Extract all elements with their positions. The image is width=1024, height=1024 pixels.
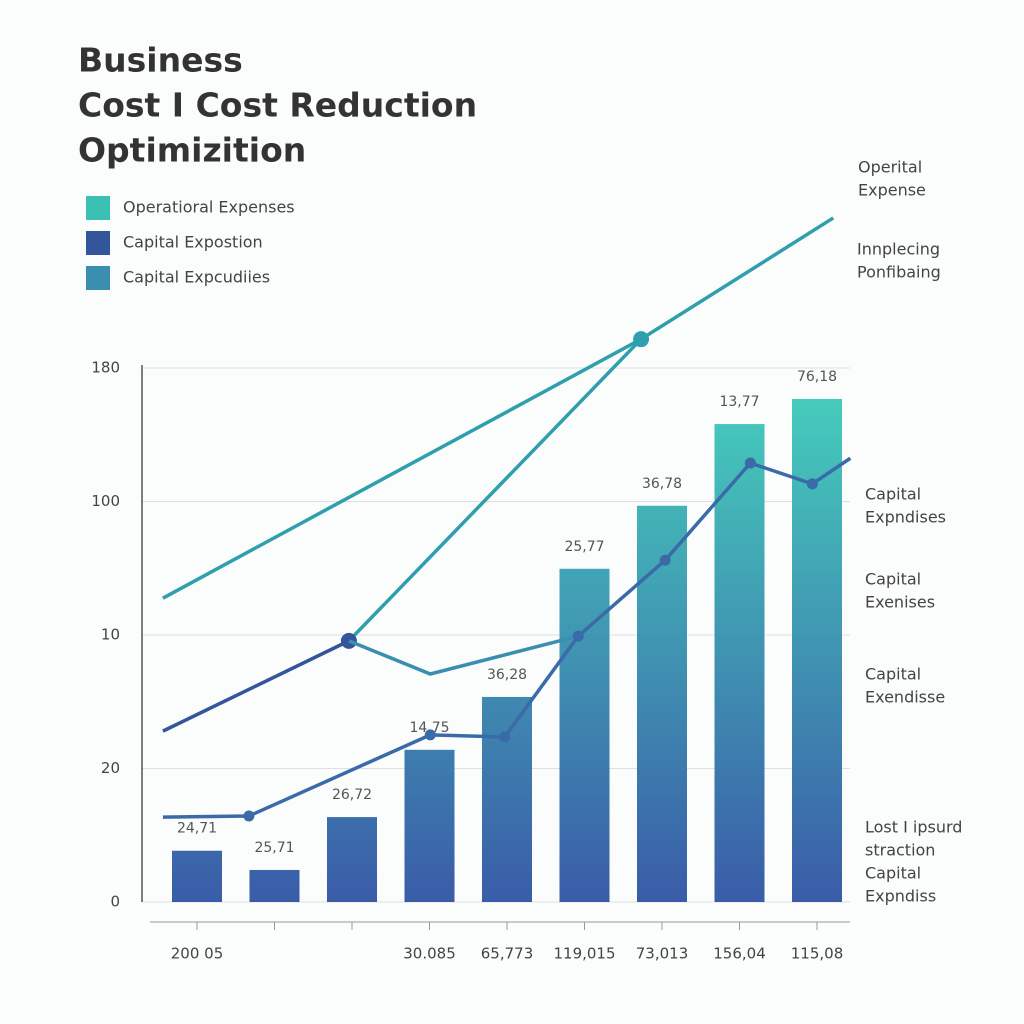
y-tick-label: 180: [91, 359, 120, 377]
legend-label: Capital Expcudiies: [123, 268, 270, 287]
bar-annotation: 26,72: [332, 787, 372, 803]
side-annotation: Operital: [858, 158, 922, 177]
side-annotation: Expndiss: [865, 887, 936, 906]
side-annotation: Capital: [865, 570, 921, 589]
side-annotation: Exenises: [865, 593, 935, 612]
line-series: [162, 639, 350, 733]
bar: [172, 850, 222, 902]
legend-swatch: [86, 231, 110, 255]
bar-annotation: 24,71: [177, 821, 217, 837]
y-tick-label: 0: [110, 893, 120, 911]
legend-label: Capital Expostion: [123, 233, 263, 252]
line-marker: [806, 478, 818, 490]
side-annotation: Capital: [865, 665, 921, 684]
chart-title: Optimizition: [78, 131, 306, 170]
side-annotation: Exendisse: [865, 688, 945, 707]
bar: [482, 696, 532, 902]
bar-annotation: 36,28: [487, 667, 527, 683]
side-annotation: Innplecing: [857, 240, 940, 259]
y-tick-label: 20: [101, 759, 120, 777]
legend-label: Operatioral Expenses: [123, 198, 295, 217]
x-tick-label: 65,773: [481, 945, 534, 963]
legend-swatch: [86, 196, 110, 220]
bar: [404, 749, 455, 902]
side-annotation: Expense: [858, 181, 926, 200]
bar-annotation: 76,18: [797, 369, 837, 385]
bar-annotation: 13,77: [719, 394, 759, 410]
x-tick-label: 200 05: [171, 945, 224, 963]
bar-annotation: 25,77: [564, 539, 604, 555]
line-marker: [243, 810, 255, 822]
line-marker: [744, 457, 756, 469]
x-tick-label: 115,08: [791, 945, 844, 963]
bar-annotation: 36,78: [642, 476, 682, 492]
side-annotation: Ponfibaing: [857, 263, 941, 282]
legend-swatch: [86, 266, 110, 290]
bar: [327, 817, 377, 902]
x-tick-label: 30.085: [403, 945, 456, 963]
side-annotation: Capital: [865, 864, 921, 883]
y-tick-label: 100: [91, 492, 120, 510]
chart-title: Cost I Cost Reduction: [78, 86, 477, 125]
y-tick-label: 10: [101, 626, 120, 644]
x-tick-label: 73,013: [636, 945, 689, 963]
side-annotation: Capital: [865, 485, 921, 504]
bar-annotation: 25,71: [254, 840, 294, 856]
side-annotation: straction: [865, 841, 935, 860]
side-annotation: Expndises: [865, 508, 946, 527]
side-annotation: Lost I ipsurd: [865, 818, 962, 837]
line-marker: [659, 554, 671, 566]
chart-title: Business: [78, 41, 243, 80]
line-marker: [424, 729, 436, 741]
x-tick-label: 119,015: [553, 945, 615, 963]
bar: [714, 424, 765, 902]
bar: [637, 505, 687, 902]
line-marker: [499, 731, 511, 743]
bar: [792, 398, 842, 902]
bar: [249, 869, 300, 902]
bar: [559, 568, 610, 902]
line-marker: [572, 630, 584, 642]
line-series: [348, 634, 579, 676]
x-tick-label: 156,04: [713, 945, 766, 963]
bar-annotation: 14,75: [409, 720, 449, 736]
line-series: [347, 337, 643, 643]
